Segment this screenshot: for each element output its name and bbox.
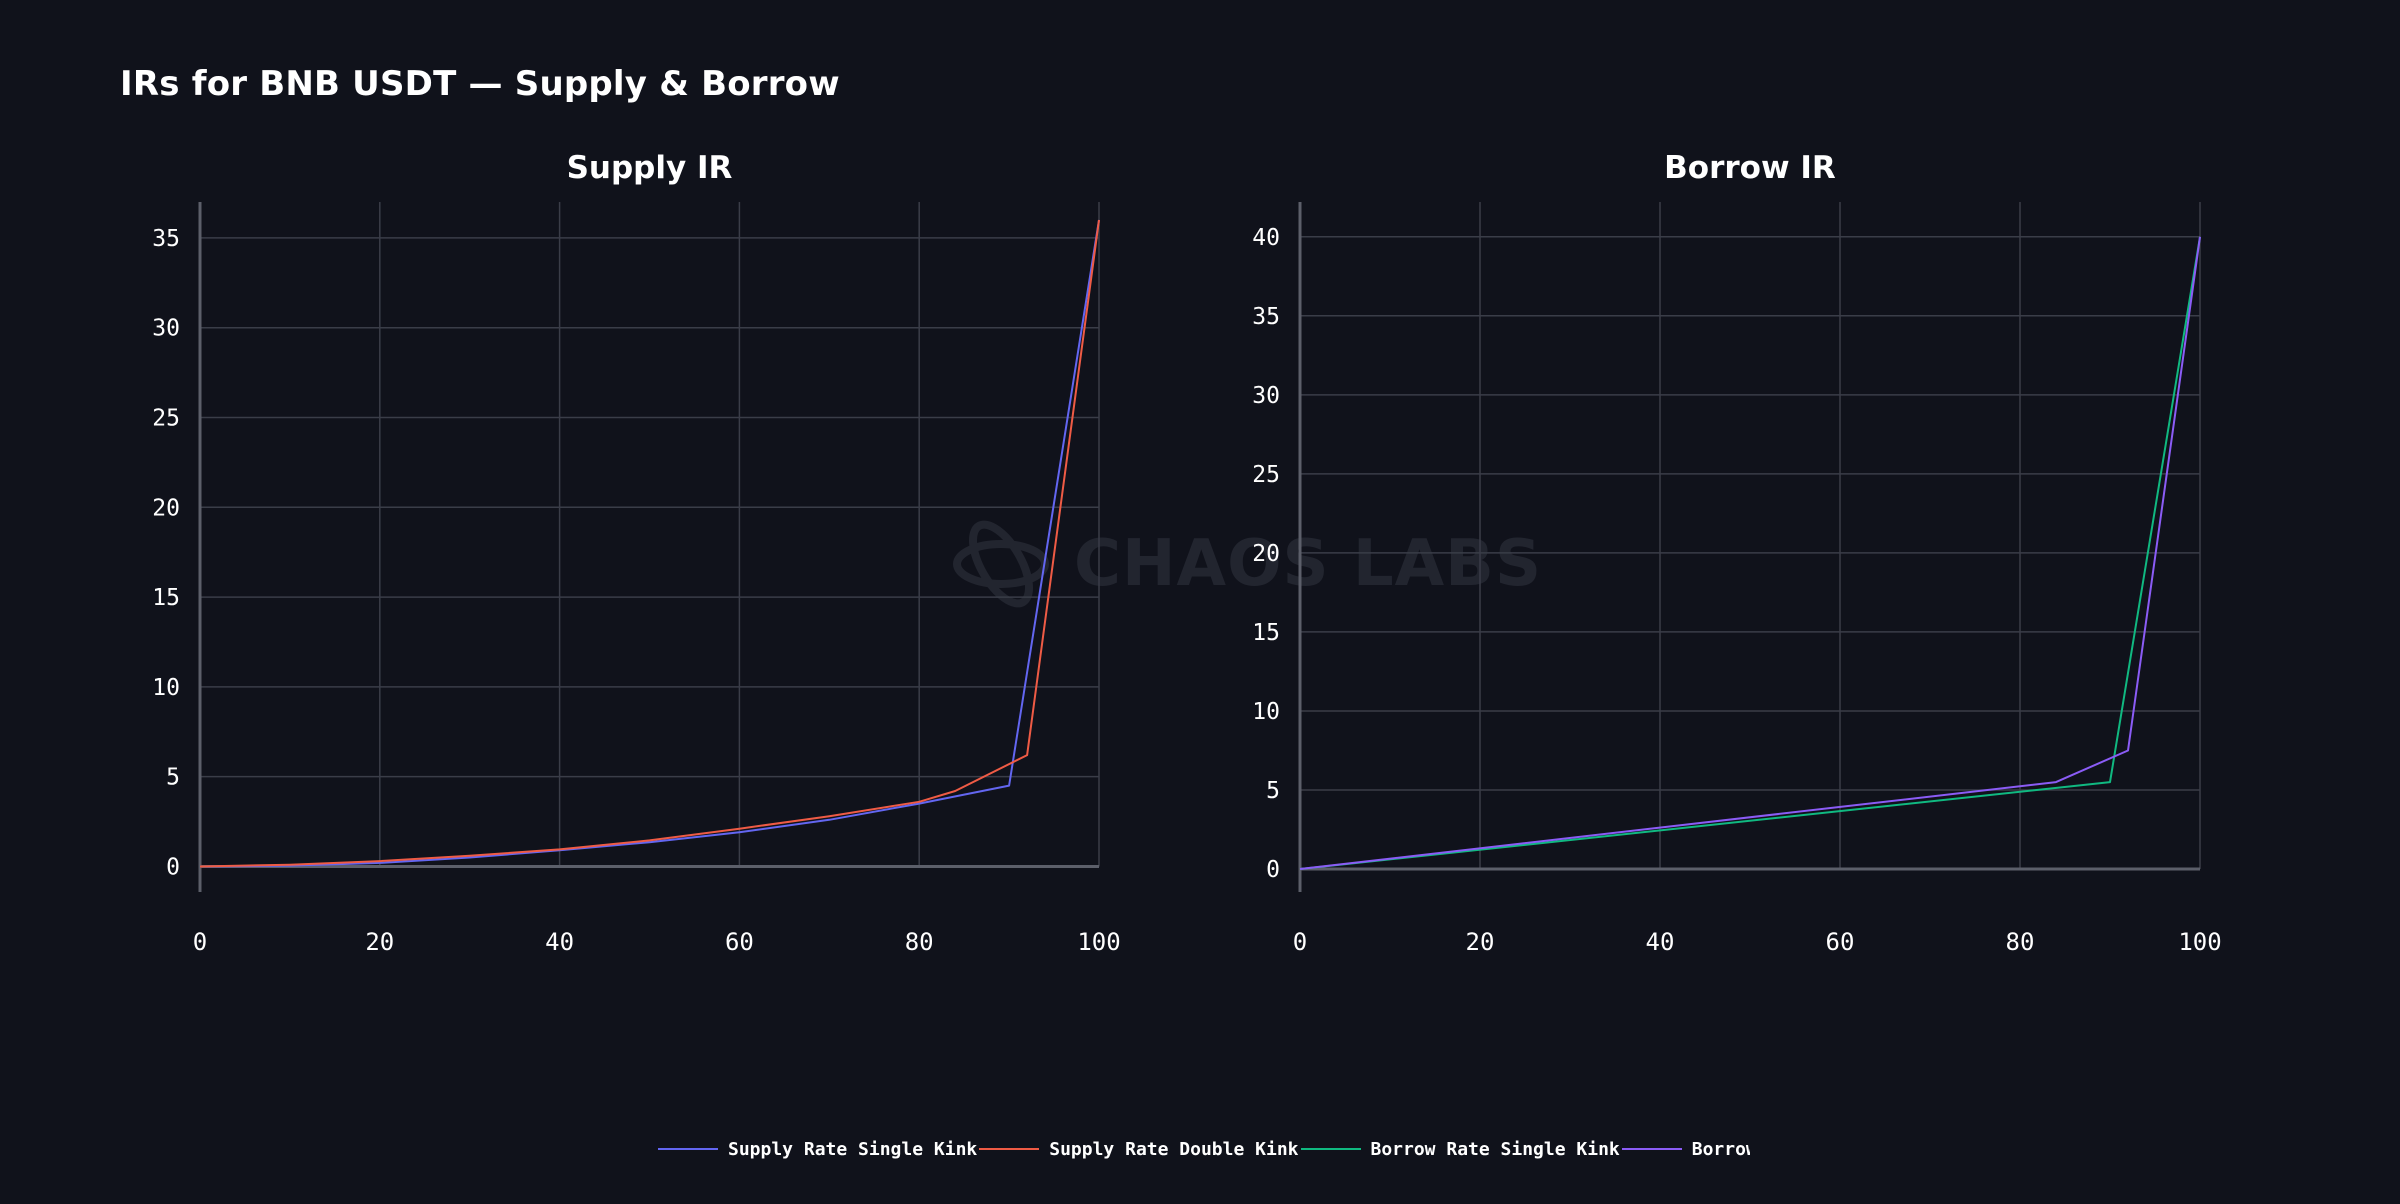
legend-swatch (1300, 1148, 1361, 1150)
x-tick-label: 40 (1646, 928, 1675, 956)
chart-panel-1: Supply IR 0 5 10 15 20 25 30 35 0 20 40 60 80 100 (152, 150, 1120, 956)
watermark-text: CHAOS LABS (1074, 527, 1543, 601)
x-tick-label: 20 (365, 928, 394, 956)
legend-swatch (658, 1148, 718, 1150)
y-tick-label: 20 (152, 495, 180, 521)
y-tick-label: 40 (1252, 225, 1280, 251)
chart-title: Borrow IR (1664, 150, 1836, 186)
series-line-supply-rate-single-kink (199, 219, 1100, 868)
y-tick-label: 25 (152, 405, 180, 431)
y-tick-label: 10 (152, 675, 180, 701)
x-tick-label: 80 (2006, 928, 2035, 956)
y-tick-label: 15 (152, 585, 180, 611)
x-tick-label: 40 (545, 928, 574, 956)
y-tick-label: 5 (166, 765, 180, 791)
x-tick-label: 0 (193, 928, 207, 956)
legend-label: Borrow Rate Single Kink (1370, 1138, 1620, 1160)
y-tick-label: 30 (1252, 383, 1280, 409)
legend-swatch (979, 1148, 1040, 1150)
y-tick-label: 0 (166, 854, 180, 880)
series-line-borrow-rate-double-kink (1299, 236, 2201, 870)
y-tick-label: 5 (1266, 778, 1280, 804)
page-title: IRs for BNB USDT — Supply & Borrow (120, 64, 840, 104)
x-tick-label: 80 (905, 928, 934, 956)
y-tick-label: 10 (1252, 699, 1280, 725)
y-tick-label: 25 (1252, 462, 1280, 488)
watermark: CHAOS LABS (946, 514, 1542, 614)
x-tick-label: 20 (1466, 928, 1495, 956)
legend-item[interactable]: Supply Rate Double Kink (979, 1139, 1300, 1160)
y-tick-label: 0 (1266, 857, 1280, 883)
legend-label: Supply Rate Single Kink (728, 1138, 978, 1160)
y-tick-label: 35 (152, 226, 180, 252)
chart-title: Supply IR (567, 150, 733, 186)
legend-item[interactable]: Borrow Rate Single Kink (1300, 1138, 1622, 1160)
legend-item[interactable]: Supply Rate Single Kink (658, 1139, 979, 1160)
y-tick-label: 20 (1252, 541, 1280, 567)
legend-label: Borrow Rate Double K: (1691, 1138, 1750, 1160)
legend-item[interactable]: Borrow Rate Double K: (1621, 1138, 1750, 1160)
legend-swatch (1621, 1148, 1682, 1150)
legend-label: Supply Rate Double Kink (1049, 1138, 1299, 1160)
x-tick-label: 60 (1826, 928, 1855, 956)
legend: Supply Rate Single Kink Supply Rate Doubl… (658, 1134, 1750, 1164)
y-tick-label: 35 (1252, 304, 1280, 330)
y-tick-label: 30 (152, 316, 180, 342)
series-line-borrow-rate-single-kink (1299, 236, 2201, 870)
x-tick-label: 100 (1077, 928, 1120, 956)
chart-panel-2: Borrow IR 0 5 10 15 20 25 30 35 40 0 20 40 60 80 100 (1252, 150, 2221, 956)
y-tick-label: 15 (1252, 620, 1280, 646)
x-tick-label: 100 (2178, 928, 2221, 956)
x-tick-label: 0 (1293, 928, 1307, 956)
series-line-supply-rate-double-kink (199, 219, 1100, 868)
x-tick-label: 60 (725, 928, 754, 956)
